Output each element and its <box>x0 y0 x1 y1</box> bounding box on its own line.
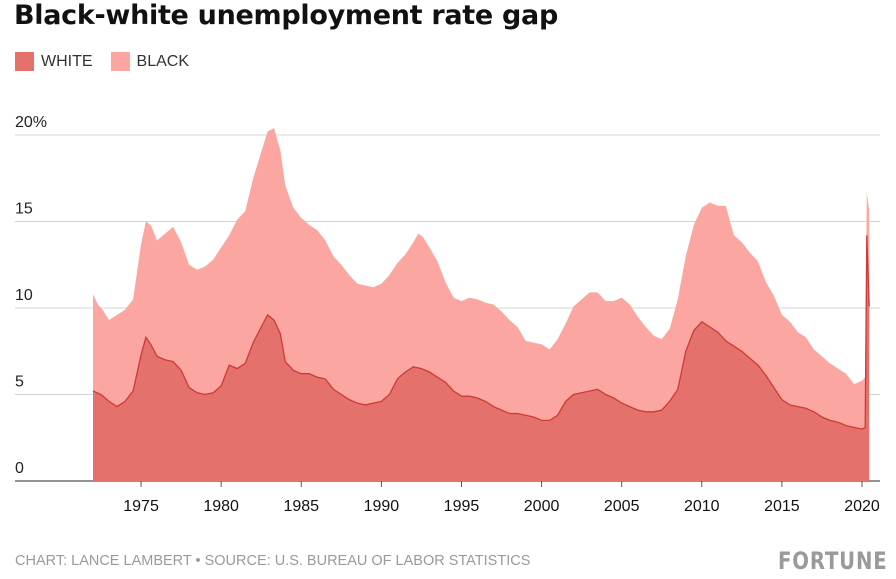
x-axis: 1975 1980 1985 1990 1995 2000 2005 2010 2015 2020 <box>123 481 880 515</box>
area-white <box>93 235 870 481</box>
legend-swatch-black <box>110 52 130 71</box>
brand-logo: FORTUNE <box>778 547 888 575</box>
x-tick-label: 2000 <box>524 498 560 515</box>
y-tick-label: 10 <box>15 287 33 304</box>
x-tick-label: 2010 <box>684 498 720 515</box>
x-tick-label: 1995 <box>444 498 480 515</box>
y-tick-label: 0 <box>15 460 24 477</box>
y-tick-label: 15 <box>15 201 33 218</box>
x-tick-label: 2005 <box>604 498 640 515</box>
legend-item-black: BLACK <box>110 52 190 71</box>
legend-label-white: WHITE <box>41 52 93 70</box>
x-tick-label: 1975 <box>123 498 159 515</box>
series-areas <box>92 128 870 481</box>
x-tick-label: 1985 <box>283 498 319 515</box>
x-tick-label: 2015 <box>764 498 800 515</box>
legend-label-black: BLACK <box>136 52 190 70</box>
y-tick-label: 20% <box>15 114 47 131</box>
legend: WHITE BLACK <box>15 52 207 71</box>
legend-item-white: WHITE <box>15 52 93 71</box>
y-tick-label: 5 <box>15 374 24 391</box>
x-tick-label: 2020 <box>844 498 880 515</box>
legend-swatch-white <box>15 52 34 71</box>
chart-title: Black-white unemployment rate gap <box>14 0 558 31</box>
x-tick-label: 1990 <box>364 498 400 515</box>
y-axis: 0 5 10 15 20% <box>15 114 47 477</box>
line-white <box>92 235 870 430</box>
x-tick-label: 1980 <box>203 498 239 515</box>
source-credit: CHART: LANCE LAMBERT • SOURCE: U.S. BURE… <box>15 553 531 569</box>
